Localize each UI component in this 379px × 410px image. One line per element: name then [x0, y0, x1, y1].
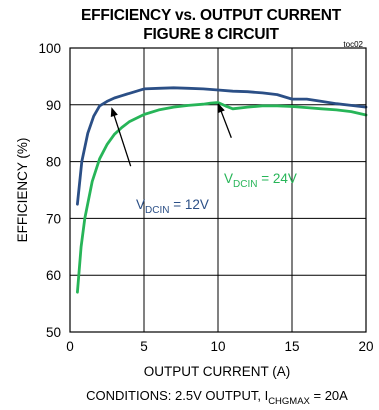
series-lines	[76, 86, 368, 294]
annotation-24v-suffix: = 24V	[257, 171, 296, 186]
annotation-24v: VDCIN = 24V	[224, 171, 297, 190]
y-tick-label: 90	[46, 98, 61, 113]
annotation-24v-prefix: V	[224, 171, 233, 186]
annotation-24v-sub: DCIN	[233, 179, 257, 190]
x-tick-label: 10	[210, 339, 225, 354]
y-tick-label: 100	[38, 41, 61, 56]
x-tick-label: 20	[358, 339, 373, 354]
x-tick-label: 15	[284, 339, 299, 354]
y-tick-label: 80	[46, 155, 61, 170]
grid	[70, 48, 366, 332]
y-axis-label: EFFICIENCY (%)	[15, 138, 30, 243]
y-tick-label: 70	[46, 211, 61, 226]
annotation-arrow-0	[113, 114, 132, 167]
conditions-prefix: CONDITIONS: 2.5V OUTPUT, I	[86, 388, 268, 403]
series-line-1	[76, 101, 368, 294]
y-tick-label: 60	[46, 268, 61, 283]
x-tick-label: 0	[66, 339, 74, 354]
chart-subtitle: FIGURE 8 CIRCUIT	[143, 26, 279, 43]
annotation-arrowhead-0	[110, 107, 118, 118]
annotation-arrows	[110, 103, 232, 167]
annotation-12v-prefix: V	[136, 197, 145, 212]
conditions-suffix: = 20A	[310, 388, 348, 403]
annotation-arrowhead-1	[217, 103, 225, 114]
annotation-12v: VDCIN = 12V	[136, 197, 209, 216]
conditions-note: CONDITIONS: 2.5V OUTPUT, ICHGMAX = 20A	[86, 388, 348, 407]
y-tick-label: 50	[46, 325, 61, 340]
annotation-arrow-1	[220, 110, 232, 138]
conditions-sub: CHGMAX	[268, 396, 310, 407]
plot-frame	[69, 47, 367, 333]
figure-code: toc02	[343, 40, 363, 49]
annotation-12v-sub: DCIN	[145, 205, 169, 216]
annotation-12v-suffix: = 12V	[169, 197, 208, 212]
chart-title: EFFICIENCY vs. OUTPUT CURRENT	[81, 7, 342, 24]
series-line-0	[76, 86, 368, 206]
x-tick-label: 5	[140, 339, 148, 354]
x-axis-label: OUTPUT CURRENT (A)	[144, 364, 291, 379]
tick-labels: 0 5 10 15 20 50 60 70 80 90 100	[38, 41, 373, 354]
